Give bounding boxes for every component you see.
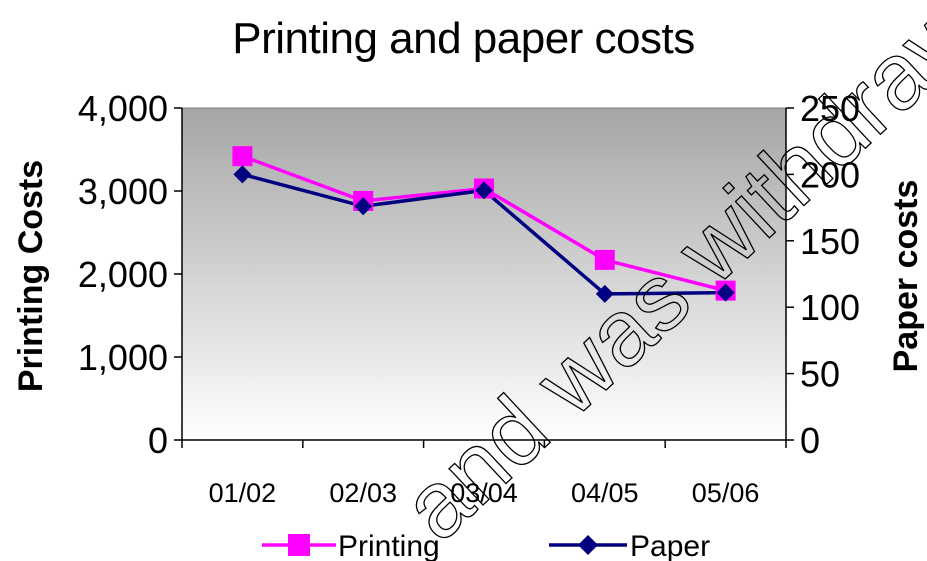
legend-label: Printing (338, 530, 440, 561)
y-left-tick-label: 0 (148, 420, 168, 461)
y-right-tick-label: 200 (800, 154, 860, 195)
data-point-paper (475, 181, 493, 200)
x-tick-label: 02/03 (329, 478, 397, 508)
legend-label: Paper (630, 530, 710, 561)
x-tick-label: 04/05 (571, 478, 639, 508)
legend-item-paper: Paper (549, 530, 710, 561)
legend-item-printing: Printing (262, 530, 440, 561)
x-tick-label: 03/04 (450, 478, 518, 508)
y-left-axis-label: Printing Costs (12, 160, 50, 392)
y-right-axis-label: Paper costs (887, 180, 925, 373)
legend-marker-diamond (578, 535, 598, 555)
y-right-tick-label: 50 (800, 354, 840, 395)
y-right-tick-label: 150 (800, 221, 860, 262)
data-point-paper (354, 197, 373, 216)
data-point-printing (232, 146, 253, 167)
data-point-paper (595, 284, 614, 303)
plot-area (181, 107, 787, 441)
x-tick-label: 05/06 (692, 478, 760, 508)
chart-title: Printing and paper costs (232, 14, 695, 63)
y-right-tick-label: 0 (800, 420, 820, 461)
y-left-tick-label: 2,000 (78, 254, 168, 295)
data-point-printing (594, 249, 615, 270)
legend-marker-square (288, 534, 310, 556)
y-right-tick-label: 100 (800, 287, 860, 328)
y-left-tick-label: 1,000 (78, 337, 168, 378)
y-right-tick-label: 250 (800, 88, 860, 129)
y-left-tick-label: 3,000 (78, 171, 168, 212)
x-tick-label: 01/02 (209, 478, 277, 508)
data-point-paper (233, 165, 252, 184)
y-left-tick-label: 4,000 (78, 88, 168, 129)
data-point-paper (716, 283, 735, 302)
